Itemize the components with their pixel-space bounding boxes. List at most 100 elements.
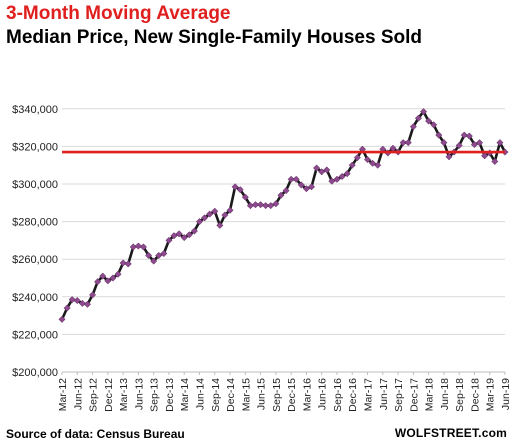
data-point	[94, 278, 102, 286]
data-point	[414, 114, 422, 122]
data-point	[88, 291, 97, 299]
data-point	[114, 270, 122, 278]
data-point	[455, 141, 463, 150]
data-point	[419, 108, 428, 116]
x-tick-label: Dec-16	[347, 378, 359, 412]
data-point	[475, 139, 484, 147]
data-point	[104, 277, 112, 285]
x-tick-label: Dec-18	[469, 378, 481, 412]
data-point	[195, 218, 204, 226]
data-point	[257, 201, 265, 209]
data-point	[221, 211, 229, 219]
x-tick-label: Mar-12	[57, 378, 69, 411]
x-tick-label: Jun-15	[256, 378, 268, 410]
data-point	[445, 153, 453, 161]
y-tick-label: $280,000	[12, 217, 58, 229]
data-point	[226, 206, 234, 214]
data-point	[73, 297, 81, 305]
x-tick-label: Dec-15	[286, 378, 298, 412]
x-tick-label: Mar-16	[301, 378, 313, 411]
data-point	[206, 210, 214, 218]
data-point	[241, 193, 249, 201]
x-tick-label: Mar-17	[363, 378, 375, 411]
data-point	[399, 139, 407, 147]
data-point	[302, 185, 310, 193]
data-point	[236, 186, 244, 194]
x-tick-label: Mar-13	[118, 378, 130, 411]
data-point	[272, 200, 280, 208]
data-point	[343, 170, 351, 178]
data-point	[353, 154, 361, 162]
data-point	[145, 251, 153, 259]
data-point	[180, 234, 188, 242]
x-tick-label: Jun-16	[317, 378, 329, 410]
data-point	[348, 161, 356, 169]
data-point	[404, 139, 412, 147]
x-tick-label: Jun-13	[133, 378, 145, 410]
data-point	[201, 214, 209, 222]
x-tick-label: Sep-15	[271, 378, 283, 412]
data-point	[267, 202, 275, 210]
x-tick-label: Dec-14	[225, 378, 237, 412]
data-point	[78, 299, 86, 307]
data-point	[58, 315, 66, 323]
y-tick-label: $320,000	[12, 141, 58, 153]
data-point	[287, 175, 295, 183]
x-tick-label: Sep-13	[149, 378, 161, 412]
data-point	[323, 166, 331, 174]
data-point	[231, 183, 239, 191]
y-tick-label: $200,000	[12, 367, 58, 379]
x-tick-label: Jun-19	[500, 378, 512, 410]
data-point	[425, 117, 433, 125]
x-tick-label: Jun-18	[439, 378, 451, 410]
data-point	[313, 164, 321, 172]
data-point	[165, 236, 173, 244]
data-point	[277, 191, 285, 199]
data-point	[99, 272, 107, 280]
data-point	[470, 140, 479, 149]
data-point	[68, 296, 76, 304]
data-point	[318, 168, 326, 176]
data-point	[124, 260, 132, 268]
data-point	[430, 121, 438, 129]
data-point	[129, 243, 137, 251]
x-tick-label: Sep-14	[210, 378, 222, 412]
x-tick-label: Jun-12	[72, 378, 84, 410]
data-point	[185, 231, 193, 239]
y-tick-label: $300,000	[12, 179, 58, 191]
data-point	[109, 274, 117, 282]
data-point	[63, 304, 71, 312]
y-tick-label: $340,000	[12, 104, 58, 116]
data-point	[435, 131, 443, 139]
data-point	[150, 257, 158, 265]
data-point	[496, 139, 504, 147]
data-point	[262, 202, 270, 210]
x-tick-label: Dec-17	[408, 378, 420, 412]
data-point	[160, 250, 168, 258]
y-tick-label: $260,000	[12, 254, 58, 266]
x-tick-label: Mar-15	[240, 378, 252, 411]
data-point	[211, 207, 219, 215]
data-point	[374, 161, 382, 169]
data-point	[251, 201, 260, 209]
x-tick-label: Dec-12	[103, 378, 115, 412]
x-tick-label: Sep-12	[88, 378, 100, 412]
data-point	[134, 242, 142, 250]
y-tick-label: $220,000	[12, 329, 58, 341]
y-tick-label: $240,000	[12, 292, 58, 304]
x-tick-label: Jun-14	[194, 378, 206, 410]
data-point	[175, 230, 183, 238]
x-tick-label: Jun-17	[378, 378, 390, 410]
chart-subtitle: Median Price, New Single-Family Houses S…	[6, 27, 422, 48]
data-point	[328, 177, 336, 185]
data-point	[465, 132, 473, 140]
data-point	[190, 227, 198, 235]
data-point	[155, 251, 163, 259]
source-note: Source of data: Census Bureau	[6, 427, 185, 441]
data-point	[139, 243, 148, 251]
data-point	[170, 232, 178, 240]
x-tick-label: Sep-18	[454, 378, 466, 412]
data-point	[297, 181, 305, 189]
data-point	[363, 156, 372, 164]
